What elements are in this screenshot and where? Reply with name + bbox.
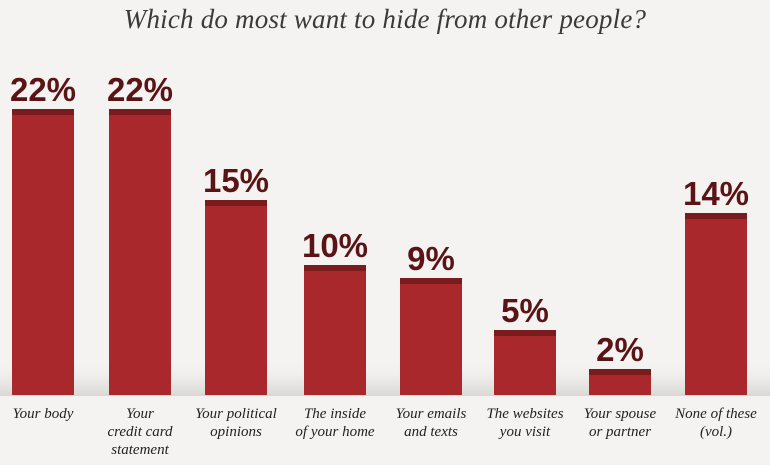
category-label-6: The websites you visit (486, 406, 563, 440)
category-label-5: Your emails and texts (396, 406, 467, 440)
category-label-8: None of these (vol.) (674, 406, 757, 440)
value-label-2: 22% (107, 71, 173, 108)
bar-group-6: 5% The websites you visit (486, 292, 563, 440)
bar-2 (109, 109, 171, 395)
category-label-line: Your body (13, 406, 74, 422)
bar-cap-8 (685, 213, 747, 219)
bar-cap-3 (205, 200, 267, 206)
category-label-7: Your spouse or partner (584, 406, 657, 440)
value-label-3: 15% (203, 162, 269, 199)
value-label-4: 10% (302, 227, 368, 264)
bar-group-1: 22% Your body (10, 71, 76, 422)
bar-cap-2 (109, 109, 171, 115)
value-label-7: 2% (596, 331, 644, 368)
bar-group-5: 9% Your emails and texts (396, 240, 467, 440)
bar-1 (12, 109, 74, 395)
category-label-line: Your spouse (584, 406, 657, 422)
bar-3 (205, 200, 267, 395)
category-label-line: of your home (295, 424, 374, 440)
value-label-8: 14% (683, 175, 749, 212)
bar-cap-5 (400, 278, 462, 284)
category-label-line: (vol.) (700, 424, 732, 440)
category-label-line: credit card (107, 424, 173, 440)
category-label-line: or partner (589, 424, 651, 440)
value-label-6: 5% (501, 292, 549, 329)
category-label-line: you visit (498, 424, 551, 440)
bar-5 (400, 278, 462, 395)
category-label-line: Your political (195, 406, 277, 422)
bar-8 (685, 213, 747, 395)
category-label-line: statement (111, 442, 169, 458)
bar-group-4: 10% The inside of your home (295, 227, 374, 440)
category-label-4: The inside of your home (295, 406, 374, 440)
bar-cap-1 (12, 109, 74, 115)
bar-cap-6 (494, 330, 556, 336)
bar-group-2: 22% Your credit card statement (107, 71, 173, 458)
bar-6 (494, 330, 556, 395)
bar-group-7: 2% Your spouse or partner (584, 331, 657, 440)
category-label-line: and texts (404, 424, 458, 440)
category-label-line: The websites (486, 406, 563, 422)
category-label-line: Your emails (396, 406, 467, 422)
category-label-2: Your credit card statement (107, 406, 173, 458)
value-label-1: 22% (10, 71, 76, 108)
category-label-3: Your political opinions (195, 406, 277, 440)
bars: 22% Your body 22% Your credit card statement 1… (10, 71, 757, 458)
bar-group-8: 14% None of these (vol.) (674, 175, 757, 440)
category-label-line: opinions (210, 424, 262, 440)
bar-4 (304, 265, 366, 395)
category-label-line: None of these (674, 406, 757, 422)
chart-title: Which do most want to hide from other pe… (123, 4, 647, 34)
category-label-1: Your body (13, 406, 74, 422)
category-label-line: Your (126, 406, 154, 422)
bar-group-3: 15% Your political opinions (195, 162, 277, 440)
bar-cap-4 (304, 265, 366, 271)
value-label-5: 9% (407, 240, 455, 277)
bar-cap-7 (589, 369, 651, 375)
category-label-line: The inside (304, 406, 366, 422)
